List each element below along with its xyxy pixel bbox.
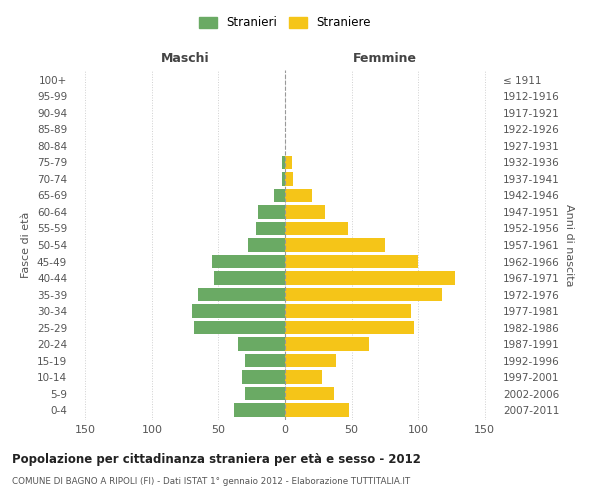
Bar: [285, 271, 455, 285]
Bar: [285, 238, 385, 252]
Bar: [199, 288, 285, 302]
Bar: [259, 205, 285, 219]
Bar: [285, 370, 322, 384]
Text: Maschi: Maschi: [161, 52, 209, 65]
Y-axis label: Anni di nascita: Anni di nascita: [563, 204, 574, 286]
Bar: [285, 205, 325, 219]
Bar: [192, 304, 285, 318]
Y-axis label: Fasce di età: Fasce di età: [22, 212, 31, 278]
Bar: [245, 354, 285, 368]
Bar: [285, 254, 418, 268]
Bar: [285, 172, 293, 186]
Text: COMUNE DI BAGNO A RIPOLI (FI) - Dati ISTAT 1° gennaio 2012 - Elaborazione TUTTIT: COMUNE DI BAGNO A RIPOLI (FI) - Dati IST…: [12, 478, 410, 486]
Bar: [285, 321, 414, 334]
Bar: [285, 188, 311, 202]
Bar: [285, 338, 369, 351]
Legend: Stranieri, Straniere: Stranieri, Straniere: [196, 13, 374, 33]
Bar: [285, 156, 292, 169]
Bar: [256, 222, 285, 235]
Bar: [248, 238, 285, 252]
Bar: [285, 288, 442, 302]
Bar: [214, 271, 285, 285]
Bar: [285, 354, 335, 368]
Bar: [242, 370, 285, 384]
Text: Popolazione per cittadinanza straniera per età e sesso - 2012: Popolazione per cittadinanza straniera p…: [12, 452, 421, 466]
Bar: [283, 156, 285, 169]
Bar: [194, 321, 285, 334]
Bar: [212, 254, 285, 268]
Bar: [285, 222, 347, 235]
Bar: [285, 404, 349, 417]
Text: Femmine: Femmine: [353, 52, 417, 65]
Bar: [235, 404, 285, 417]
Bar: [274, 188, 285, 202]
Bar: [238, 338, 285, 351]
Bar: [245, 387, 285, 400]
Bar: [285, 387, 334, 400]
Bar: [285, 304, 412, 318]
Bar: [283, 172, 285, 186]
